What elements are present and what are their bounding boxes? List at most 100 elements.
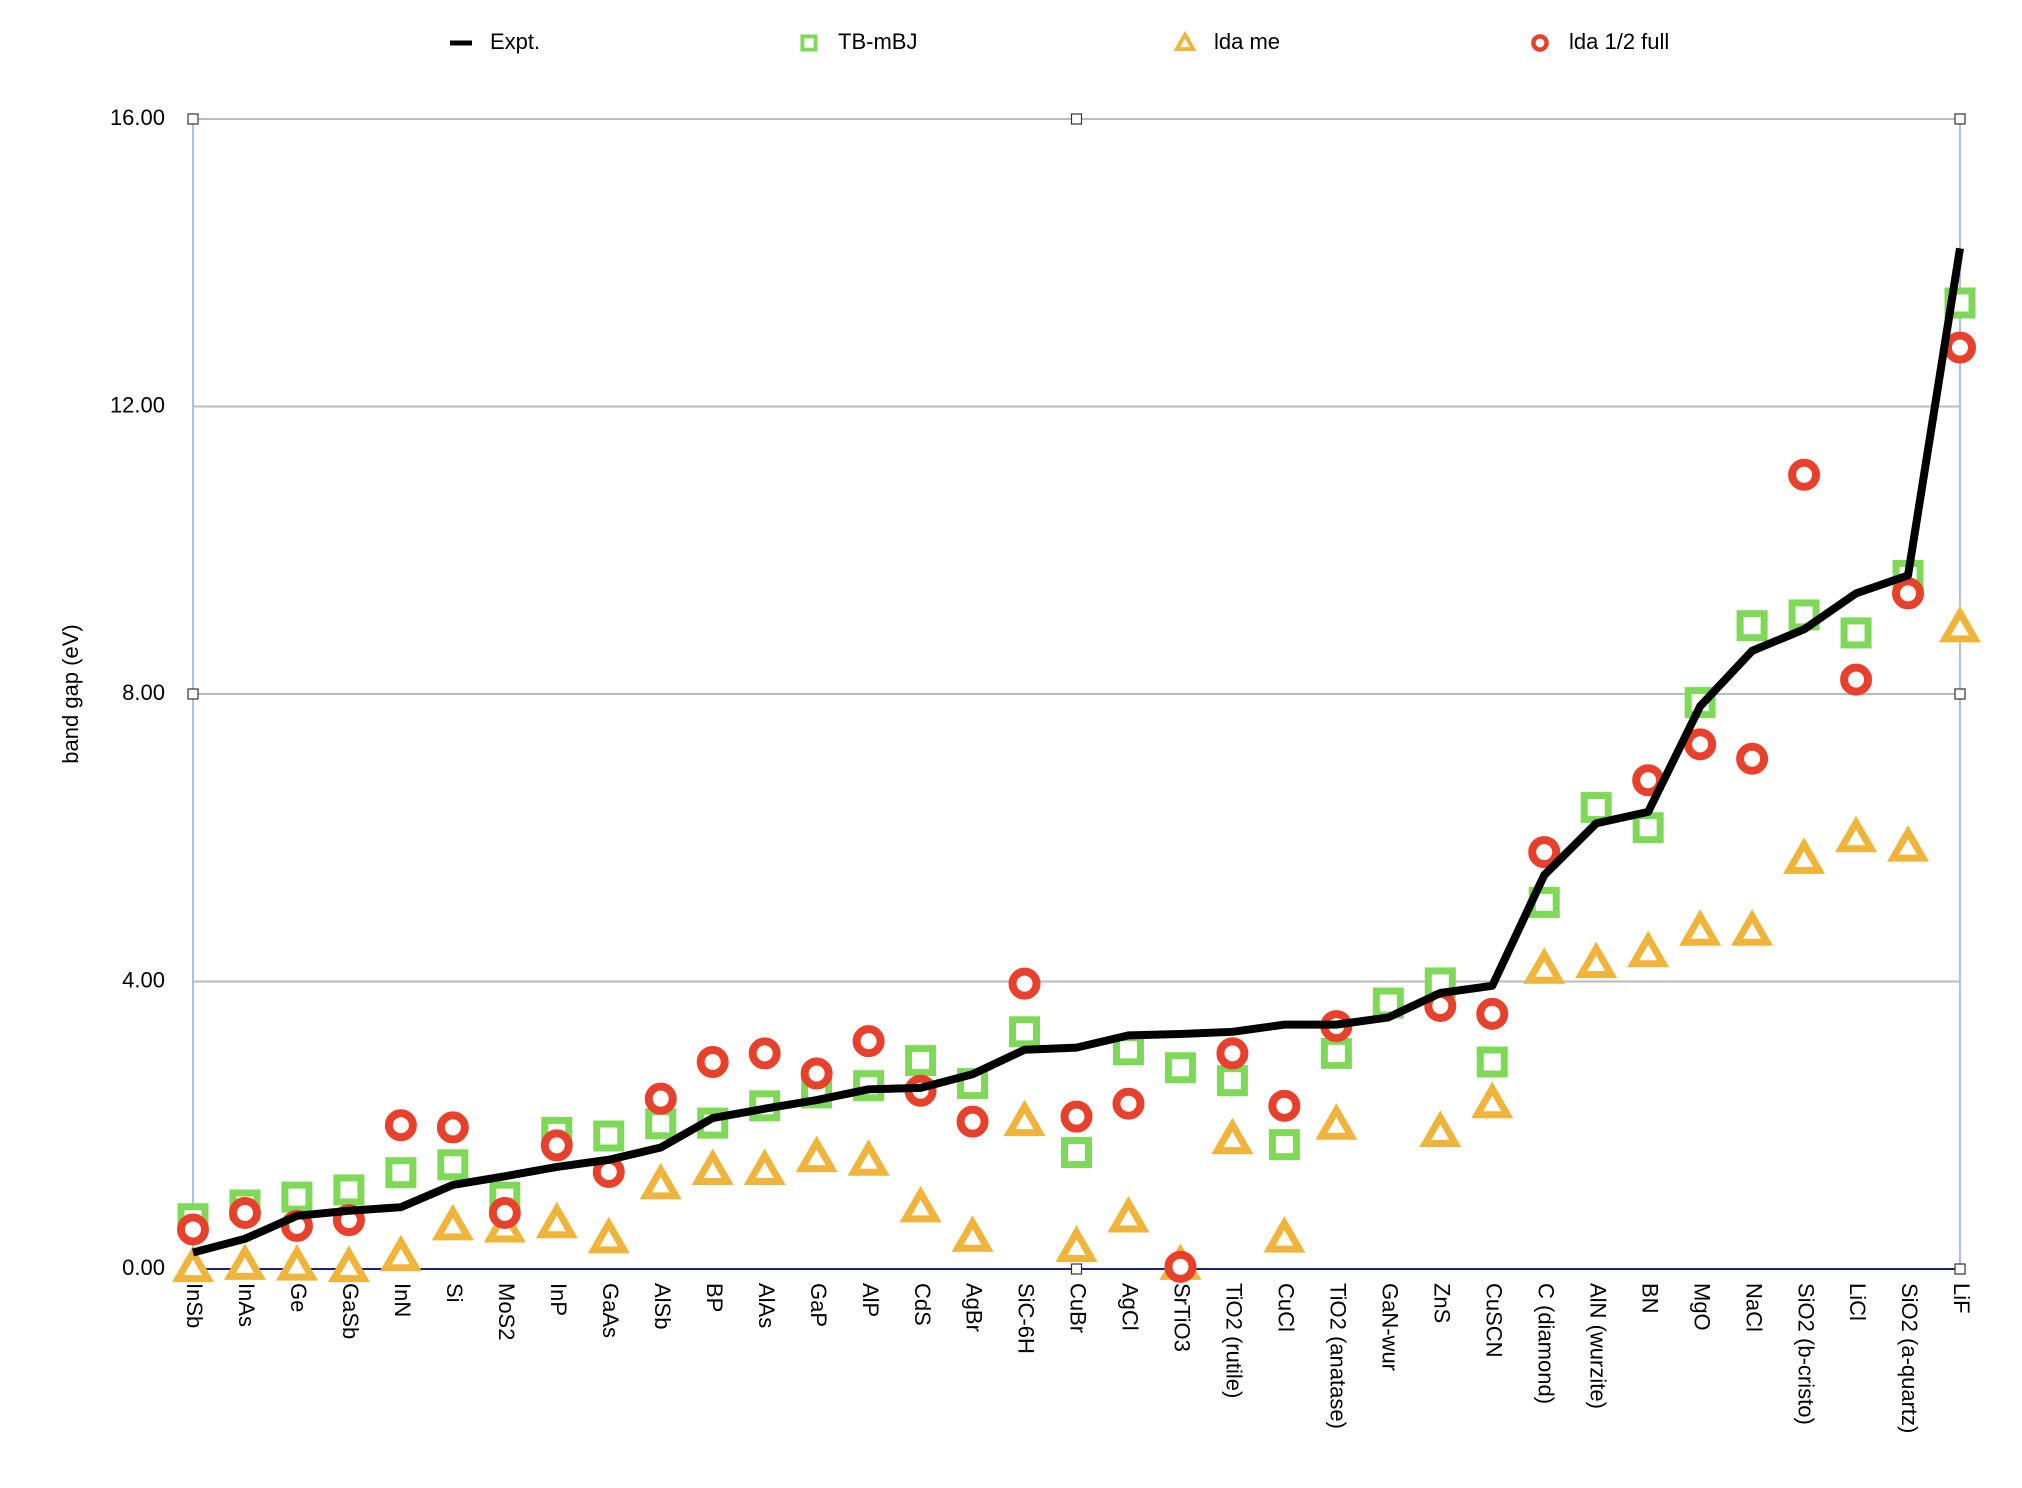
x-tick-label: CuBr bbox=[1066, 1283, 1091, 1333]
data-point bbox=[800, 1057, 833, 1090]
data-point bbox=[1731, 909, 1774, 946]
data-point bbox=[1840, 663, 1873, 696]
x-tick-label: CuSCN bbox=[1481, 1283, 1506, 1358]
data-point bbox=[644, 1082, 677, 1115]
data-point bbox=[379, 1234, 422, 1272]
data-point bbox=[436, 1111, 469, 1144]
frame-handle bbox=[1954, 1263, 1966, 1275]
x-tick-label: InN bbox=[390, 1283, 415, 1317]
data-point bbox=[1320, 1037, 1352, 1069]
data-point bbox=[1684, 728, 1717, 761]
legend-label: Expt. bbox=[490, 29, 540, 54]
x-tick-label: TiO2 (rutile) bbox=[1222, 1283, 1247, 1398]
x-tick-label: InP bbox=[546, 1283, 571, 1316]
data-point bbox=[899, 1185, 942, 1223]
data-point bbox=[1112, 1087, 1145, 1120]
data-point bbox=[1216, 1065, 1248, 1097]
y-axis-label: band gap (eV) bbox=[58, 624, 83, 763]
data-point bbox=[385, 1157, 417, 1189]
data-point bbox=[956, 1105, 989, 1138]
data-point bbox=[1476, 997, 1509, 1030]
x-tick-label: GaN-wur bbox=[1378, 1283, 1403, 1371]
x-tick-label: BP bbox=[702, 1283, 727, 1312]
x-tick-label: LiF bbox=[1949, 1283, 1974, 1314]
x-tick-label: LiCl bbox=[1845, 1283, 1870, 1321]
data-point bbox=[1263, 1216, 1306, 1253]
data-point bbox=[535, 1201, 578, 1239]
data-point bbox=[1938, 605, 1982, 643]
x-tick-label: Ge bbox=[286, 1283, 311, 1312]
y-tick-label: 4.00 bbox=[122, 967, 165, 992]
y-tick-label: 8.00 bbox=[122, 680, 165, 705]
data-point bbox=[1055, 1225, 1098, 1262]
data-point bbox=[1736, 610, 1768, 642]
x-tick-label: GaAs bbox=[598, 1283, 623, 1338]
data-point bbox=[177, 1213, 209, 1246]
data-point bbox=[333, 1174, 365, 1206]
data-point bbox=[1528, 836, 1561, 869]
x-tick-label: InAs bbox=[234, 1283, 259, 1327]
legend-swatch bbox=[1173, 30, 1197, 51]
data-point bbox=[905, 1045, 937, 1077]
data-point bbox=[384, 1109, 417, 1142]
x-tick-label: ZnS bbox=[1429, 1283, 1454, 1323]
data-point bbox=[1003, 1099, 1046, 1137]
data-point bbox=[1471, 1081, 1514, 1119]
data-point bbox=[748, 1037, 781, 1070]
x-tick-label: Si bbox=[442, 1283, 467, 1303]
frame-handle bbox=[1070, 1263, 1083, 1275]
x-tick-label: CdS bbox=[910, 1283, 935, 1326]
x-tick-label: GaSb bbox=[338, 1283, 363, 1339]
data-point bbox=[696, 1046, 729, 1078]
data-point bbox=[1216, 1037, 1249, 1070]
legend-swatch bbox=[1531, 34, 1549, 52]
frame-handle bbox=[1954, 113, 1966, 125]
legend-label: lda 1/2 full bbox=[1569, 29, 1669, 54]
data-point bbox=[437, 1149, 469, 1181]
data-point bbox=[1575, 941, 1618, 979]
data-point bbox=[327, 1245, 370, 1283]
data-point bbox=[1268, 1129, 1300, 1161]
x-tick-label: AgCl bbox=[1118, 1283, 1143, 1331]
data-point bbox=[228, 1196, 261, 1229]
x-tick-label: MgO bbox=[1689, 1283, 1714, 1331]
x-tick-label: AlN (wurzite) bbox=[1585, 1283, 1610, 1409]
data-point bbox=[1580, 792, 1612, 824]
data-point bbox=[847, 1139, 890, 1176]
x-tick-label: AgBr bbox=[962, 1283, 987, 1332]
data-point bbox=[1476, 1046, 1508, 1078]
data-point bbox=[743, 1148, 786, 1186]
data-point bbox=[1783, 837, 1826, 874]
data-point bbox=[1009, 1016, 1041, 1048]
data-point bbox=[1886, 825, 1930, 862]
data-point bbox=[1788, 458, 1821, 491]
data-point bbox=[1060, 1100, 1093, 1133]
data-point bbox=[639, 1162, 682, 1200]
data-point bbox=[951, 1215, 994, 1252]
frame-handle bbox=[1070, 113, 1083, 125]
data-point bbox=[1736, 742, 1769, 775]
data-point bbox=[1164, 1250, 1197, 1283]
data-point bbox=[1523, 947, 1566, 984]
legend-swatch bbox=[800, 34, 818, 52]
x-tick-label: TiO2 (anatase) bbox=[1326, 1283, 1351, 1429]
frame-handle bbox=[1954, 688, 1966, 700]
data-point bbox=[431, 1203, 474, 1241]
y-tick-label: 0.00 bbox=[122, 1255, 165, 1280]
y-tick-label: 16.00 bbox=[110, 105, 165, 130]
frame-handle bbox=[187, 688, 199, 700]
data-point bbox=[1944, 331, 1976, 364]
x-tick-label: GaP bbox=[806, 1283, 831, 1327]
data-point bbox=[1892, 577, 1925, 610]
x-tick-label: NaCl bbox=[1741, 1283, 1766, 1332]
x-tick-label: BN bbox=[1637, 1283, 1662, 1314]
data-point bbox=[275, 1244, 319, 1281]
legend-label: TB-mBJ bbox=[838, 29, 917, 54]
data-point bbox=[1268, 1089, 1301, 1122]
x-tick-label: SiO2 (a-quartz) bbox=[1897, 1283, 1922, 1433]
data-point bbox=[1632, 812, 1664, 844]
data-point bbox=[691, 1148, 734, 1186]
data-point bbox=[1419, 1110, 1462, 1147]
data-point bbox=[852, 1025, 885, 1058]
